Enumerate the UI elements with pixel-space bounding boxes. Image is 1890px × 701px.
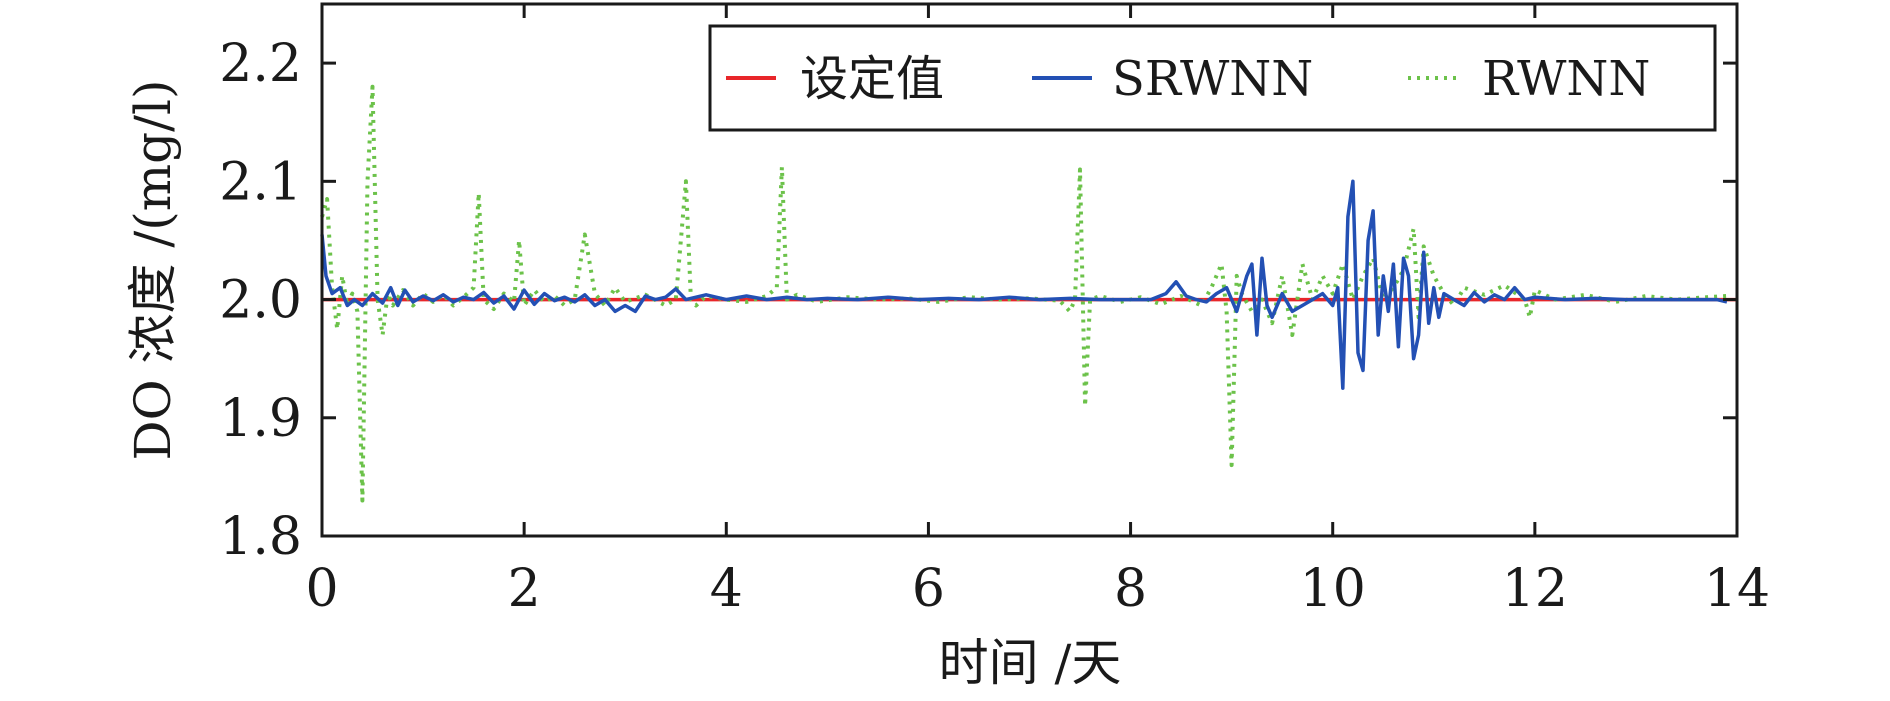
x-tick-label: 10 (1300, 559, 1366, 619)
y-axis-title: DO 浓度 /(mg/l) (124, 80, 182, 461)
y-tick-label: 1.9 (219, 389, 302, 449)
series-layer (320, 84, 1737, 503)
series-line-1 (320, 179, 1728, 390)
legend-label-1: SRWNN (1112, 51, 1313, 107)
legend-label-0: 设定值 (800, 51, 944, 107)
y-tick-label: 2.2 (219, 34, 302, 94)
x-tick-label: 8 (1114, 559, 1147, 619)
x-tick-label: 12 (1502, 559, 1568, 619)
ticks-layer: 0 2 4 6 8 10 12 14 1.8 1.9 2.0 2.1 2.2 (219, 4, 1770, 619)
plot-frame (320, 2, 1739, 538)
series-line-2 (320, 84, 1728, 503)
x-tick-label: 4 (710, 559, 743, 619)
y-tick-label: 2.1 (219, 152, 302, 212)
x-tick-label: 2 (508, 559, 541, 619)
x-tick-label: 14 (1704, 559, 1770, 619)
legend-label-2: RWNN (1482, 51, 1650, 107)
x-axis-title: 时间 /天 (939, 634, 1122, 692)
y-tick-label: 2.0 (219, 271, 302, 331)
x-tick-label: 0 (305, 559, 338, 619)
x-tick-label: 6 (912, 559, 945, 619)
legend: 设定值 SRWNN RWNN (708, 24, 1717, 132)
legend-box (708, 24, 1717, 132)
y-tick-label: 1.8 (219, 507, 302, 567)
